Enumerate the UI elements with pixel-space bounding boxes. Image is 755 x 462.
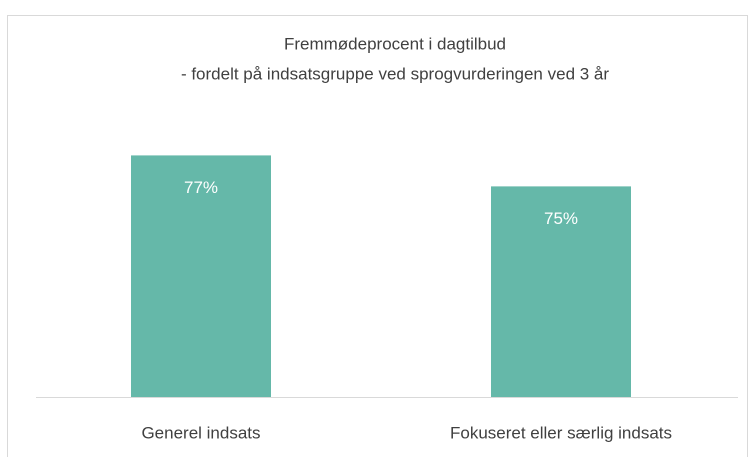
chart-subtitle: - fordelt på indsatsgruppe ved sprogvurd…	[181, 64, 609, 83]
data-label: 77%	[184, 178, 218, 197]
bar	[491, 186, 631, 397]
data-label: 75%	[544, 209, 578, 228]
x-tick-label: Generel indsats	[141, 423, 260, 442]
x-tick-label: Fokuseret eller særlig indsats	[450, 423, 672, 442]
chart-title: Fremmødeprocent i dagtilbud	[284, 34, 506, 53]
bar	[131, 155, 271, 397]
